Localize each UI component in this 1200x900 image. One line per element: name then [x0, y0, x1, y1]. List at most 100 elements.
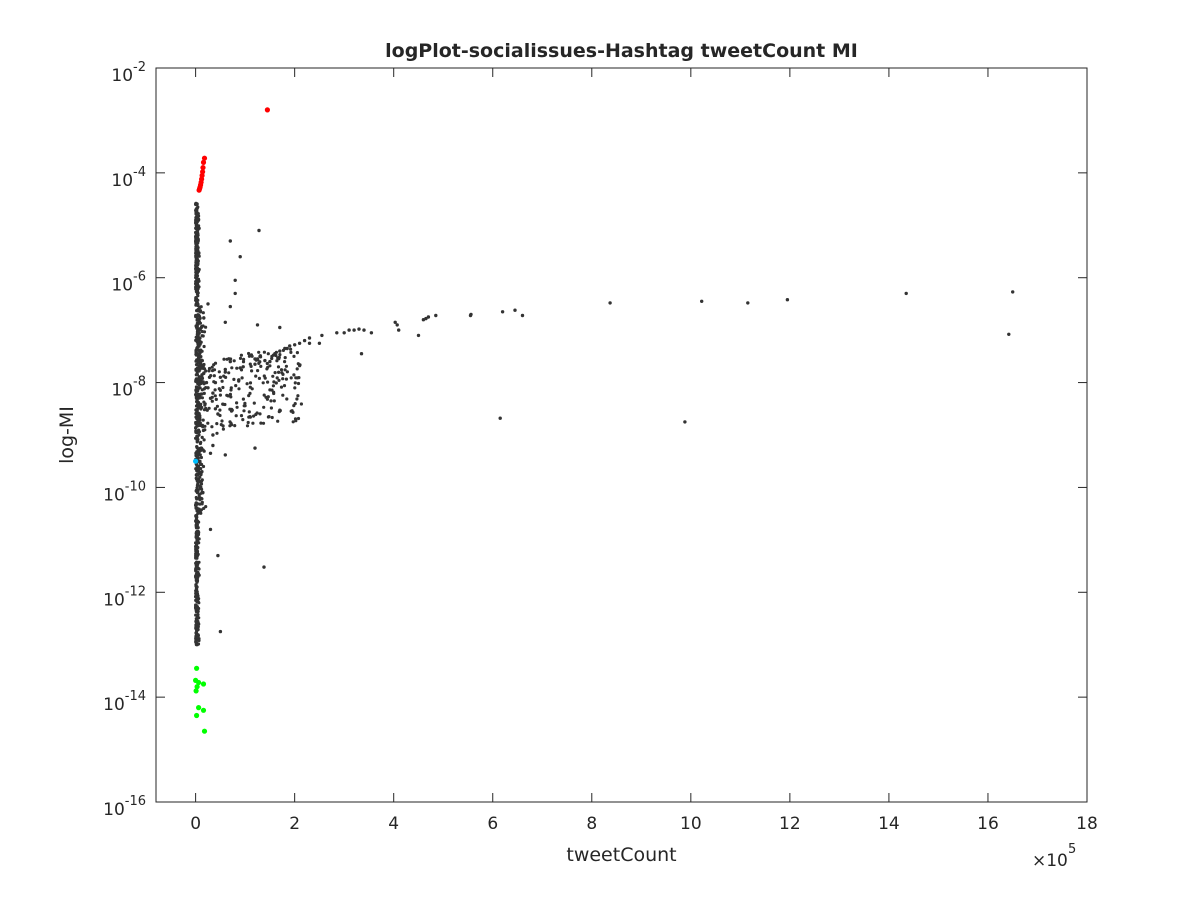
x-axis-title: tweetCount [566, 844, 676, 866]
data-point [197, 428, 201, 432]
x-tick-label: 16 [977, 814, 999, 834]
data-point [199, 361, 203, 365]
data-point [194, 453, 198, 457]
data-point [195, 585, 199, 589]
series-3-point [207, 375, 212, 379]
data-point [210, 425, 214, 429]
data-point [196, 545, 200, 550]
data-point [199, 455, 203, 460]
data-point [234, 414, 238, 418]
data-point [293, 386, 297, 390]
data-point [194, 276, 198, 280]
x-tick-label: 2 [289, 814, 300, 834]
x-tick-label: 4 [388, 814, 399, 834]
data-point [204, 406, 208, 410]
data-point [262, 405, 266, 409]
data-point [221, 427, 225, 431]
series-3-point [241, 365, 245, 369]
data-point [203, 403, 207, 407]
data-point [238, 356, 243, 360]
data-point [273, 371, 277, 375]
series-3-point [293, 343, 297, 347]
data-point [194, 613, 198, 617]
data-point [194, 420, 198, 425]
series-3-point [359, 352, 364, 356]
series-3-point [223, 370, 227, 374]
data-point [199, 407, 203, 411]
data-point [269, 399, 273, 403]
data-point [215, 422, 219, 426]
data-point [195, 556, 199, 560]
data-point [270, 415, 274, 420]
data-point [259, 421, 263, 425]
data-point [200, 374, 204, 378]
data-point [194, 298, 198, 302]
data-point [272, 399, 276, 403]
data-point [201, 448, 205, 452]
data-point [196, 526, 200, 530]
series-3-point [369, 331, 374, 335]
data-point [194, 268, 198, 272]
data-point [275, 359, 279, 363]
data-point [284, 377, 288, 381]
series-1-point [194, 665, 200, 671]
data-point [245, 382, 249, 386]
data-point [202, 391, 206, 395]
series-3-point [268, 359, 272, 364]
data-point [195, 317, 199, 321]
data-point [194, 353, 198, 357]
series-1-point [193, 688, 199, 694]
data-point [210, 369, 215, 373]
data-points-layer [193, 107, 1015, 734]
data-point [258, 412, 262, 416]
data-point [201, 311, 205, 315]
data-point [198, 306, 202, 310]
data-point [257, 376, 261, 380]
data-point [200, 490, 204, 494]
data-point [265, 361, 269, 366]
data-point [254, 374, 258, 378]
data-point [242, 357, 246, 361]
data-point [257, 361, 261, 365]
series-3-point [278, 325, 282, 330]
series-3-point [347, 328, 351, 332]
series-3-point [223, 453, 227, 457]
y-tick-label: 10-2 [111, 60, 146, 86]
data-point [283, 368, 287, 372]
data-point [291, 420, 295, 424]
data-point [281, 393, 285, 397]
data-point [285, 397, 289, 401]
data-point [248, 415, 252, 419]
data-point [298, 364, 302, 368]
series-3-point [262, 565, 266, 569]
data-point [195, 634, 199, 638]
data-point [262, 393, 266, 397]
data-point [275, 376, 279, 380]
data-point [199, 392, 203, 396]
data-point [194, 335, 198, 339]
data-point [195, 483, 199, 487]
data-point [256, 369, 260, 373]
data-point [195, 224, 199, 228]
data-point [194, 625, 198, 629]
data-point [207, 369, 211, 373]
y-tick-label: 10-8 [111, 375, 146, 401]
data-point [199, 508, 203, 513]
data-point [207, 406, 211, 410]
data-point [261, 381, 265, 385]
data-point [259, 364, 263, 368]
series-3-point [218, 629, 223, 634]
data-point [276, 365, 281, 369]
data-point [226, 394, 230, 398]
series-3-point [238, 255, 242, 259]
y-tick-label: 10-12 [103, 584, 146, 610]
data-point [195, 407, 199, 411]
series-3-point [223, 320, 227, 324]
data-point [200, 487, 204, 491]
data-point [200, 376, 205, 380]
data-point [247, 410, 251, 414]
data-point [271, 374, 275, 378]
data-point [252, 414, 256, 418]
data-point [194, 534, 198, 538]
